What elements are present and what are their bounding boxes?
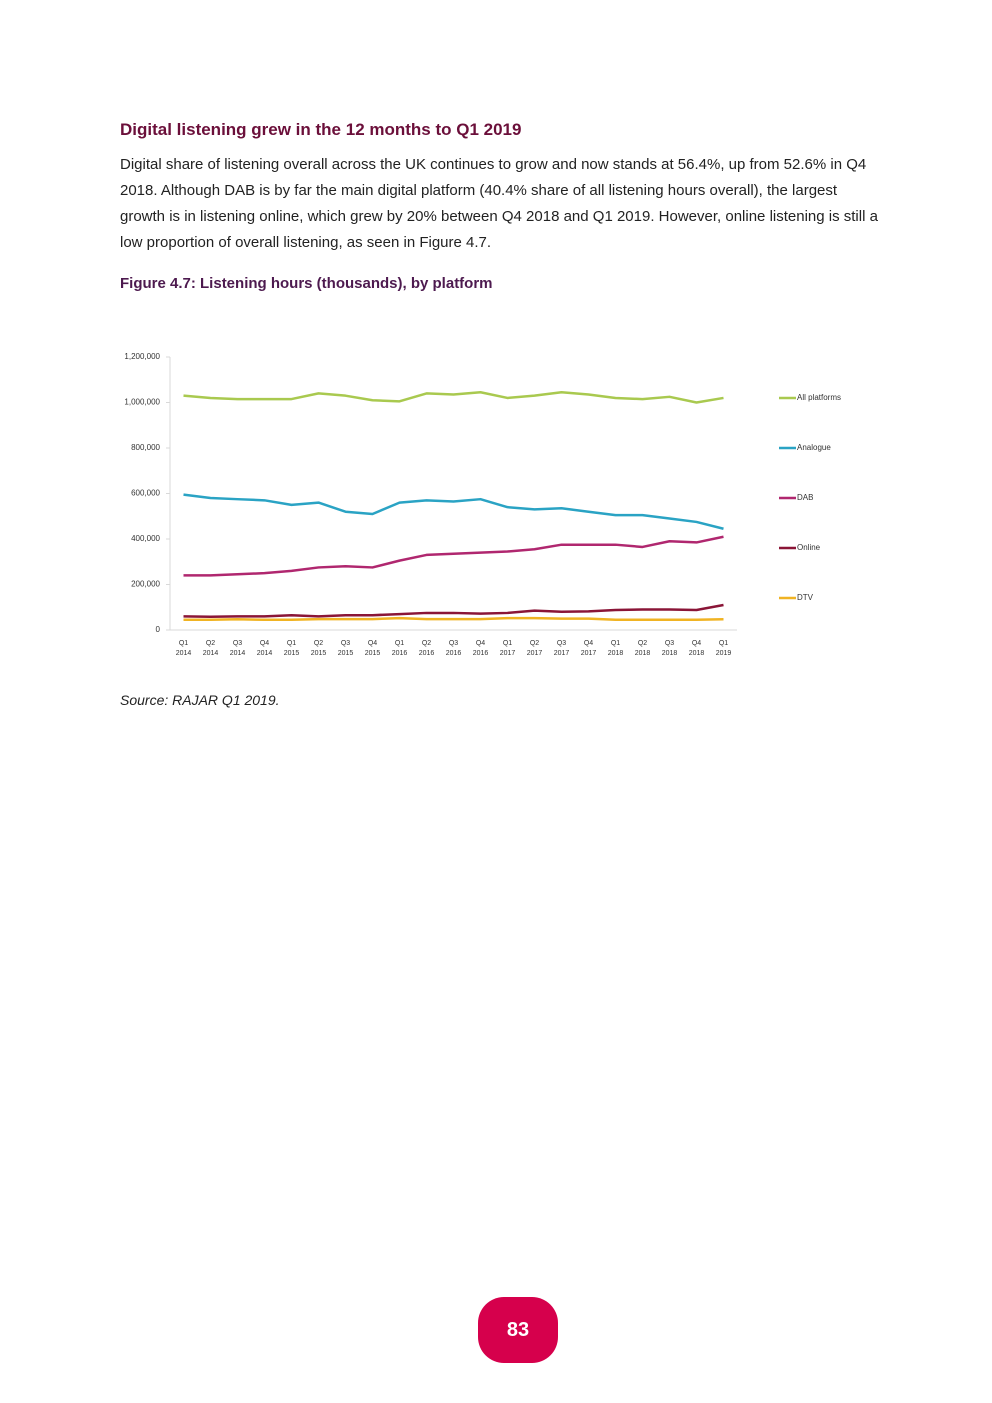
series-line (183, 493, 724, 530)
series-line (183, 616, 724, 622)
x-tick-label: Q3 2014 (230, 640, 246, 657)
x-tick-label: Q2 2014 (203, 640, 219, 657)
x-tick-label: Q2 2018 (635, 640, 651, 657)
x-tick-label: Q1 2014 (176, 640, 192, 657)
y-tick-label: 200,000 (131, 580, 160, 589)
x-tick-label: Q1 2019 (716, 640, 732, 657)
chart: 0 200,000 400,000 600,000 800,000 1,000,000 1,… (124, 352, 841, 657)
x-tick-label: Q1 2015 (284, 640, 300, 657)
x-tick-label: Q3 2016 (446, 640, 462, 657)
legend-label: All platforms (797, 393, 841, 402)
x-tick-label: Q4 2016 (473, 640, 489, 657)
x-tick-label: Q4 2017 (581, 640, 597, 657)
paragraph: Digital share of listening overall acros… (120, 156, 878, 251)
x-tick-label: Q3 2018 (662, 640, 678, 657)
x-tick-label: Q3 2015 (338, 640, 354, 657)
legend-label: Online (797, 543, 821, 552)
source: Source: RAJAR Q1 2019. (120, 692, 280, 708)
x-tick-label: Q4 2018 (689, 640, 705, 657)
x-tick-label: Q4 2015 (365, 640, 381, 657)
legend-label: DTV (797, 593, 814, 602)
y-tick-label: 600,000 (131, 489, 160, 498)
x-tick-label: Q2 2017 (527, 640, 543, 657)
y-tick-label: 1,200,000 (124, 352, 160, 361)
series-line (183, 535, 724, 577)
x-tick-label: Q4 2014 (257, 640, 273, 657)
legend-label: Analogue (797, 443, 831, 452)
y-tick-label: 1,000,000 (124, 398, 160, 407)
figure-title: Figure 4.7: Listening hours (thousands),… (120, 275, 493, 292)
x-tick-label: Q2 2015 (311, 640, 327, 657)
x-tick-label: Q2 2016 (419, 640, 435, 657)
y-tick-label: 400,000 (131, 534, 160, 543)
x-tick-label: Q1 2018 (608, 640, 624, 657)
y-tick-label: 800,000 (131, 443, 160, 452)
heading: Digital listening grew in the 12 months … (120, 120, 522, 139)
series-line (183, 391, 724, 404)
y-tick-label: 0 (156, 625, 161, 634)
x-tick-label: Q3 2017 (554, 640, 570, 657)
page-number: 83 (478, 1297, 558, 1363)
legend-label: DAB (797, 493, 813, 502)
x-tick-label: Q1 2017 (500, 640, 516, 657)
x-tick-label: Q1 2016 (392, 640, 408, 657)
series-line (183, 603, 724, 619)
